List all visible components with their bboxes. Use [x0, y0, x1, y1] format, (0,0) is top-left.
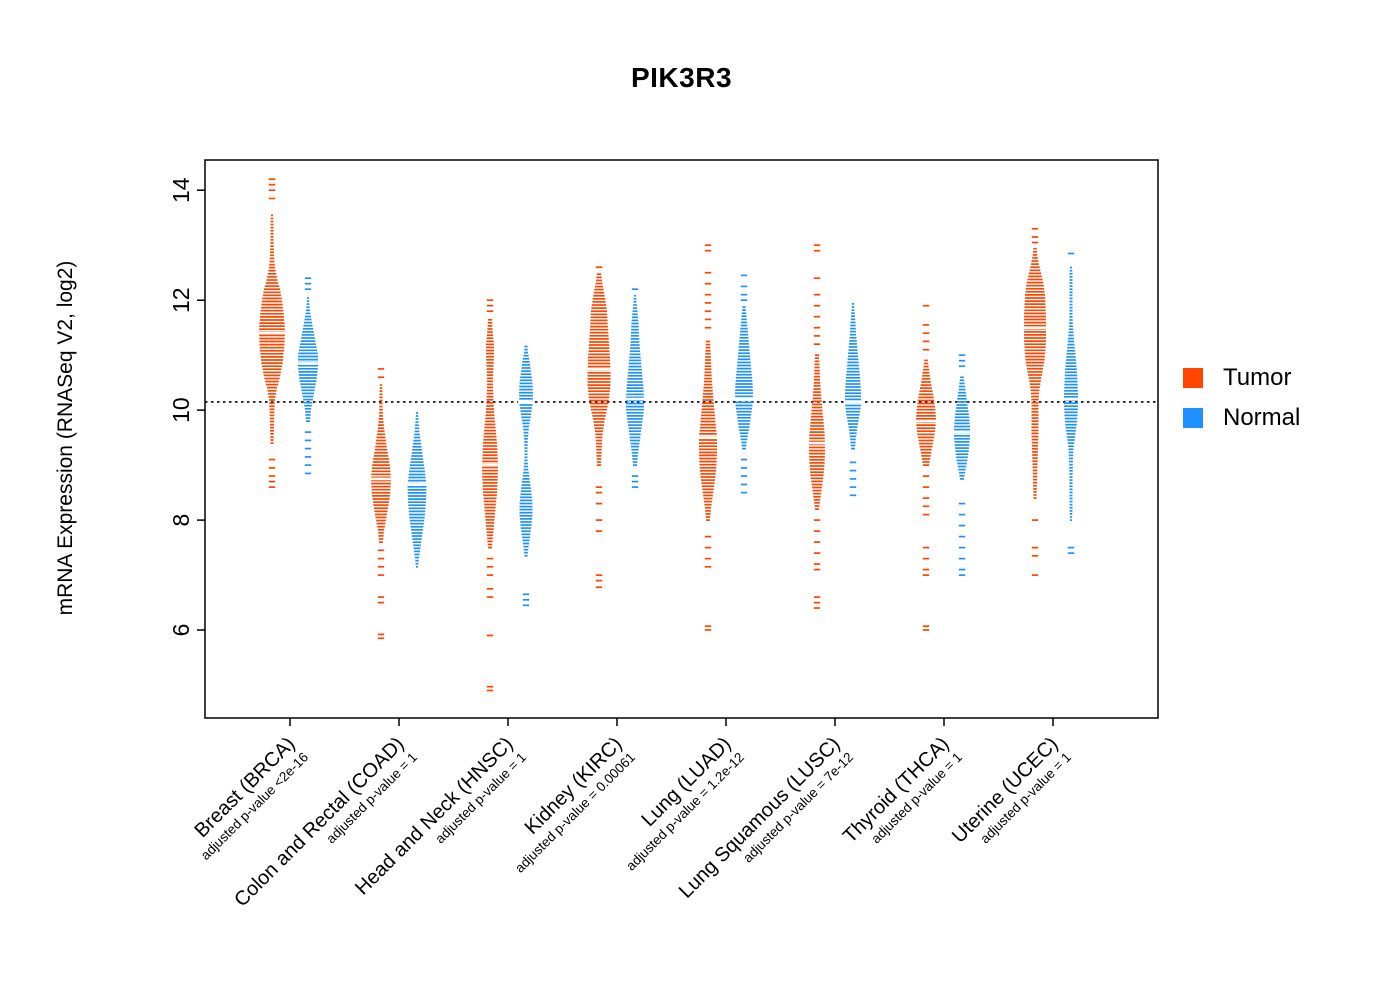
- tumor-color-swatch: [1183, 368, 1203, 388]
- chart-title: PIK3R3: [630, 62, 733, 93]
- legend-item-normal: Normal: [1183, 398, 1300, 438]
- normal-color-swatch: [1183, 408, 1203, 428]
- legend-label-tumor: Tumor: [1223, 364, 1292, 391]
- svg-text:12: 12: [168, 287, 194, 313]
- legend-item-tumor: Tumor: [1183, 358, 1300, 398]
- svg-text:Thyroid (THCA): Thyroid (THCA): [839, 733, 954, 848]
- legend: Tumor Normal: [1183, 358, 1300, 438]
- svg-text:14: 14: [168, 177, 194, 203]
- y-axis-label: mRNA Expression (RNASeq V2, log2): [54, 260, 77, 616]
- svg-text:Uterine (UCEC): Uterine (UCEC): [948, 733, 1063, 848]
- svg-text:10: 10: [168, 397, 194, 423]
- svg-text:8: 8: [168, 514, 194, 527]
- svg-text:6: 6: [168, 624, 194, 637]
- legend-label-normal: Normal: [1223, 404, 1301, 431]
